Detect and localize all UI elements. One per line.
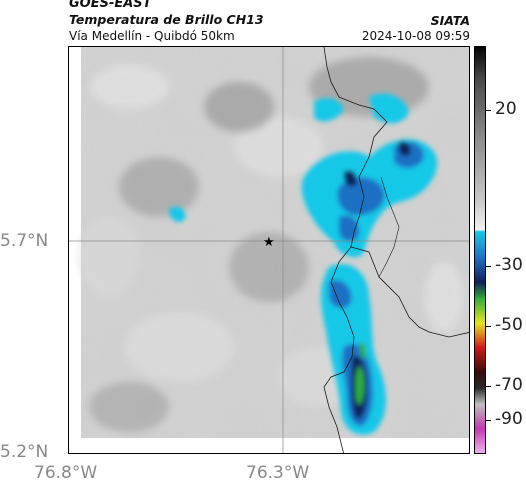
dark-patches <box>89 57 429 432</box>
cb-tick <box>486 420 491 421</box>
cb-label-minus50: -50 <box>495 315 523 335</box>
lat-label-5.2: 5.2°N <box>0 442 49 462</box>
border-line <box>323 47 388 453</box>
star-icon: ★ <box>263 235 275 250</box>
lon-label-76.3: 76.3°W <box>246 463 310 483</box>
lon-label-76.8: 76.8°W <box>34 463 98 483</box>
cb-label-20: 20 <box>495 99 517 119</box>
cb-label-minus70: -70 <box>495 375 523 395</box>
datetime-label: 2024-10-08 09:59 <box>361 29 470 43</box>
lat-label-5.7: 5.7°N <box>0 231 49 251</box>
cb-tick <box>486 266 491 267</box>
agency-label: SIATA <box>430 13 470 28</box>
cb-tick <box>486 110 491 111</box>
satellite-map[interactable]: ★ <box>68 46 470 454</box>
cb-tick <box>486 386 491 387</box>
river-line <box>378 176 400 278</box>
map-image: ★ <box>69 47 469 453</box>
convective-clouds <box>169 93 438 435</box>
satellite-title: GOES-EAST <box>69 0 152 11</box>
cb-label-minus90: -90 <box>495 409 523 429</box>
region-label: Vía Medellín - Quibdó 50km <box>69 29 235 43</box>
cb-tick <box>486 326 491 327</box>
border-line-east <box>350 246 469 338</box>
colorbar <box>474 46 486 454</box>
product-title: Temperatura de Brillo CH13 <box>69 12 264 27</box>
cb-label-minus30: -30 <box>495 255 523 275</box>
